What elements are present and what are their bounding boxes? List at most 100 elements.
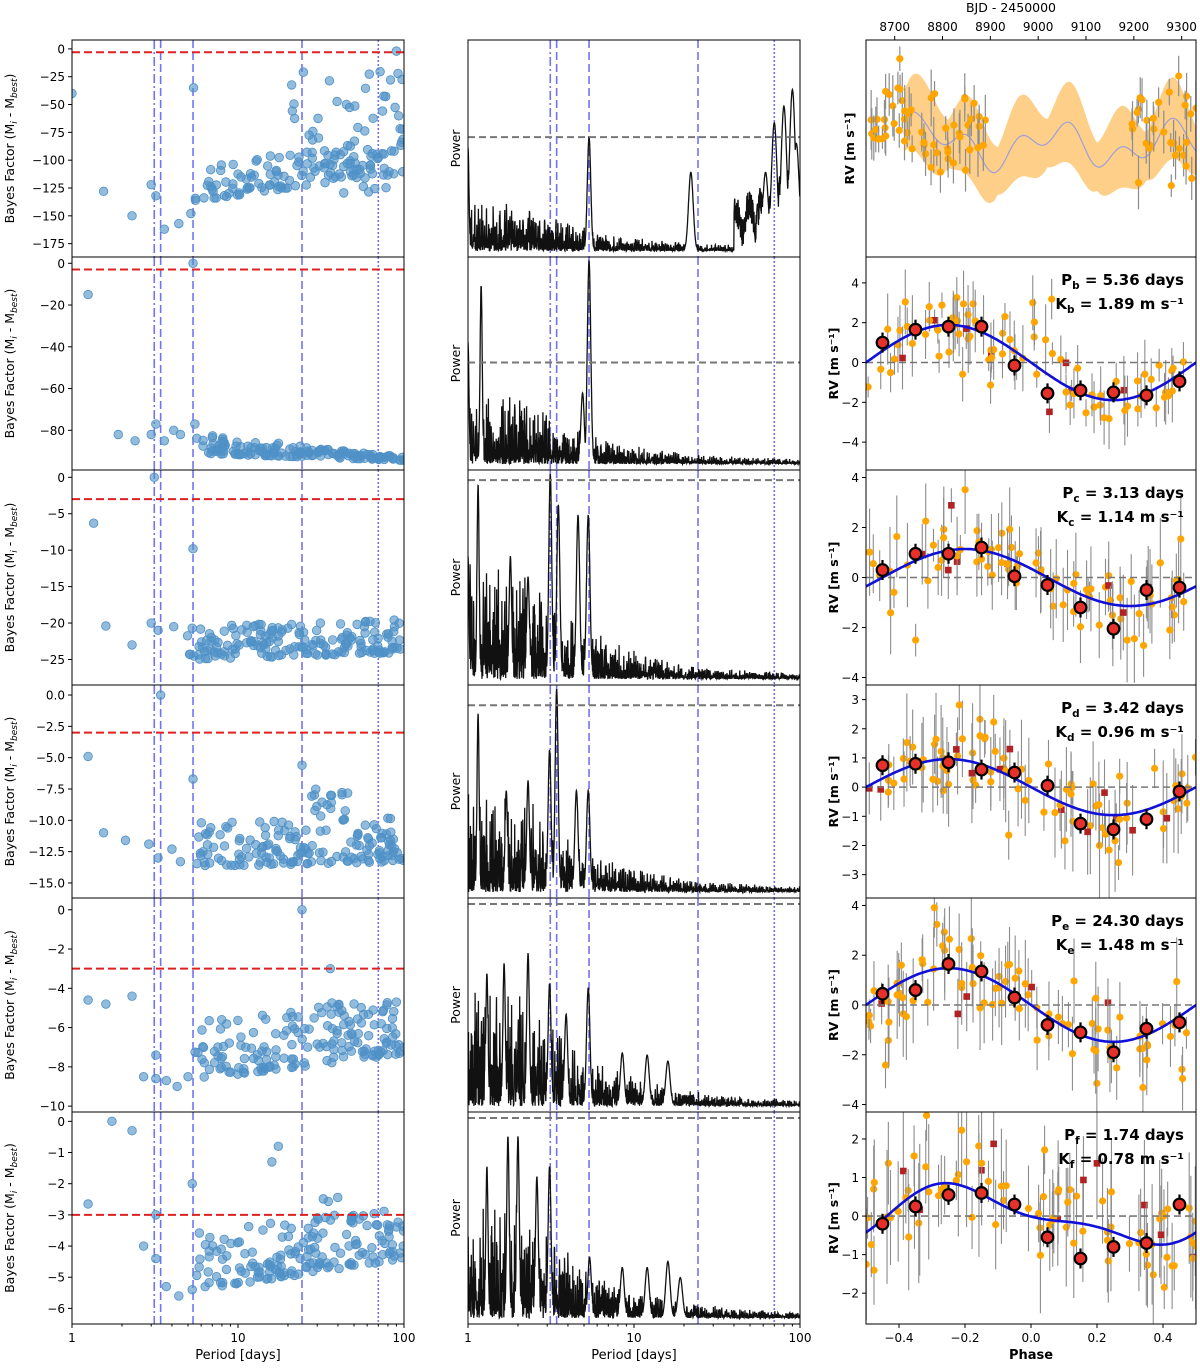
bayes-factor-point <box>338 815 349 825</box>
amplitude-label: Kc = 1.14 m s⁻¹ <box>1057 508 1184 529</box>
bayes-factor-point <box>391 1222 402 1232</box>
rv-point <box>922 1163 930 1171</box>
rv-point <box>1164 1205 1172 1213</box>
bayes-factor-point <box>297 905 307 915</box>
y-tick-label: −20 <box>40 617 65 631</box>
bayes-factor-point <box>330 150 340 160</box>
bayes-factor-point <box>200 829 211 839</box>
bayes-factor-point <box>217 1051 228 1062</box>
binned-point <box>1007 1197 1022 1212</box>
plot-area <box>72 470 404 685</box>
binned-point <box>1007 569 1022 584</box>
rv-point <box>1182 162 1190 170</box>
rv-point <box>1011 974 1019 982</box>
bayes-factor-point <box>149 472 159 482</box>
binned-point <box>1073 1025 1088 1040</box>
y-label-part: best <box>10 934 20 954</box>
rv-point <box>953 294 961 302</box>
rv-point-instrument-2 <box>900 1167 907 1175</box>
bayes-factor-point <box>397 74 404 85</box>
bayes-factor-point <box>371 823 382 834</box>
bayes-factor-point <box>308 1266 318 1277</box>
rv-point-instrument-2 <box>954 1010 962 1018</box>
rv-point <box>1178 1075 1187 1083</box>
bayes-factor-point <box>189 651 199 661</box>
rv-point <box>933 920 941 929</box>
bayes-factor-point <box>360 83 371 93</box>
label-subscript: d <box>1072 708 1080 720</box>
bayes-factor-point <box>383 629 394 639</box>
bayes-factor-point <box>273 631 284 641</box>
bayes-factor-point <box>188 544 198 554</box>
binned-point <box>941 319 956 334</box>
bayes-factor-point <box>206 164 216 175</box>
rv-point <box>961 95 969 103</box>
bayes-factor-point <box>188 258 198 268</box>
bayes-factor-point <box>385 75 396 85</box>
bayes-factor-point <box>362 845 372 855</box>
bayes-factor-point <box>306 857 317 867</box>
bayes-factor-point <box>396 137 404 148</box>
plot-area <box>468 898 800 1112</box>
rv-point <box>1116 815 1124 823</box>
bayes-factor-point <box>194 1228 205 1238</box>
y-axis-label: RV [m s⁻¹] <box>826 756 841 828</box>
rv-point <box>961 166 970 174</box>
bayes-factor-point <box>274 825 284 835</box>
rv-point <box>930 904 938 912</box>
bayes-factor-point <box>234 190 245 200</box>
rv-point <box>1106 596 1115 604</box>
bayes-factor-point <box>398 1241 404 1251</box>
bayes-factor-point <box>280 1220 290 1230</box>
bayes-factor-point <box>388 847 398 857</box>
rv-point-instrument-2 <box>899 354 906 362</box>
binned-point <box>1139 1021 1154 1036</box>
bayes-factor-point <box>187 623 197 633</box>
bayes-factor-point <box>340 806 350 816</box>
rv-point <box>1101 830 1110 838</box>
y-axis-label: Power <box>448 344 463 383</box>
rv-point <box>890 588 898 596</box>
y-label-part: Bayes Factor (M <box>2 767 17 867</box>
rv-point <box>1130 635 1138 643</box>
period-label: Pd = 3.42 days <box>1061 699 1184 720</box>
rv-point <box>1033 1036 1041 1044</box>
bayes-factor-point <box>231 1279 242 1289</box>
rv-point <box>1138 96 1146 104</box>
y-label-part: i <box>10 121 20 124</box>
y-axis-label: Power <box>448 1198 463 1237</box>
rv-point-instrument-2 <box>1080 1176 1087 1184</box>
x-tick-label: 0.2 <box>1087 1331 1106 1345</box>
binned-point <box>1073 600 1088 615</box>
y-tick-label: −12.5 <box>28 845 65 859</box>
bayes-factor-point <box>187 1179 197 1189</box>
binned-point <box>1106 1240 1121 1254</box>
bayes-factor-point <box>363 1031 374 1041</box>
bayes-factor-point <box>360 628 370 638</box>
bayes-factor-point <box>273 1141 284 1151</box>
bayes-factor-point <box>101 621 111 631</box>
rv-point <box>979 141 987 149</box>
rv-point <box>1175 144 1183 153</box>
bayes-factor-point <box>335 619 346 629</box>
label-value: = 0.96 m s⁻¹ <box>1074 723 1184 741</box>
bayes-factor-point <box>204 1064 215 1075</box>
label-subscript: d <box>1067 732 1075 744</box>
bayes-factor-panel: 0 −1 −2 −3 −4 −5 −6 Bayes Factor (Mi - Mbest) 1 1… <box>2 1111 415 1363</box>
binned-point <box>908 546 923 561</box>
rv-point <box>927 163 935 172</box>
bayes-factor-point <box>370 627 380 637</box>
bayes-factor-panel: 0 −2 −4 −6 −8 −10 Bayes Factor (Mi - Mbest) <box>2 897 405 1116</box>
rv-point <box>956 133 964 141</box>
bayes-factor-point <box>324 76 335 86</box>
bayes-factor-point <box>385 813 396 824</box>
bayes-factor-point <box>388 453 399 463</box>
rv-point <box>1155 361 1163 369</box>
bayes-factor-point <box>341 1229 352 1240</box>
y-axis-label: Bayes Factor (Mi - Mbest) <box>2 717 20 867</box>
rv-point-instrument-2 <box>1163 814 1171 822</box>
rv-point <box>1123 636 1131 644</box>
bayes-factor-point <box>318 1194 328 1204</box>
label-value: = 5.36 days <box>1080 271 1184 289</box>
rv-point <box>915 1219 923 1227</box>
